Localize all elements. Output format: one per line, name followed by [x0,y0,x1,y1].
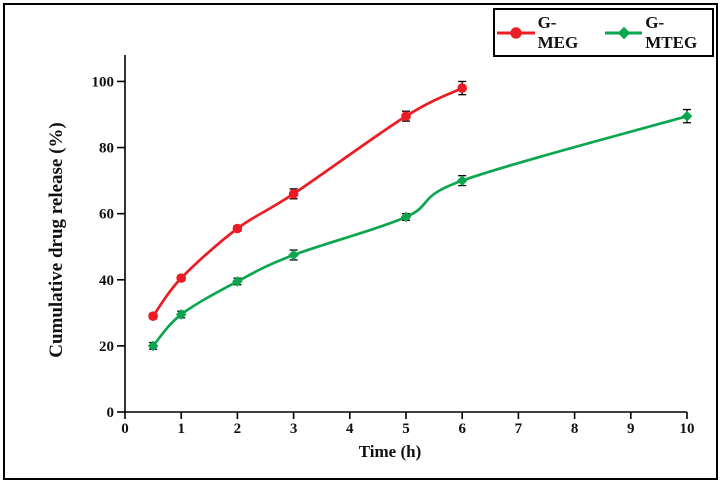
legend-label-g-meg: G-MEG [537,12,579,52]
data-point-g-meg [288,189,299,199]
data-point-g-mteg [400,211,412,223]
data-point-g-meg [176,273,186,283]
data-point-g-meg [401,111,411,121]
data-point-g-mteg [175,309,187,320]
x-tick-label: 5 [402,421,410,437]
data-point-g-mteg [456,175,468,186]
y-axis-title: Cumulative drug release (%) [46,122,67,358]
x-tick-label: 7 [515,421,523,437]
y-tick-label: 80 [99,141,114,157]
x-tick-label: 9 [627,421,635,437]
x-axis-title: Time (h) [358,442,422,461]
series-line-g-mteg [151,114,689,348]
y-tick-label: 20 [99,339,114,355]
x-tick-label: 0 [121,421,129,437]
legend-label-g-mteg: G-MTEG [645,12,698,52]
legend-item-g-mteg[interactable]: G-MTEG [603,13,712,53]
x-tick-label: 1 [177,421,185,437]
x-tick-label: 3 [290,421,298,437]
x-tick-label: 8 [571,421,579,437]
legend-item-g-meg[interactable]: G-MEG [495,13,594,53]
x-tick-label: 10 [680,421,695,437]
data-point-g-mteg [232,276,243,287]
legend: G-MEG G-MTEG [493,8,714,57]
g-mteg-line-diamond-icon [604,26,643,39]
y-tick-label: 0 [107,405,115,421]
series-line-g-meg [151,86,464,318]
g-meg-line-circle-icon [497,26,535,39]
data-point-g-meg [457,83,468,93]
y-tick-label: 40 [99,273,114,289]
data-point-g-mteg [288,249,299,261]
data-point-g-mteg [147,340,159,352]
x-tick-label: 4 [346,421,354,437]
x-tick-label: 2 [234,421,242,437]
y-tick-label: 100 [92,74,115,90]
y-tick-label: 60 [99,207,114,223]
data-point-g-mteg [681,110,693,122]
data-point-g-meg [232,223,243,234]
data-point-g-meg [148,311,158,321]
x-tick-label: 6 [458,421,466,437]
